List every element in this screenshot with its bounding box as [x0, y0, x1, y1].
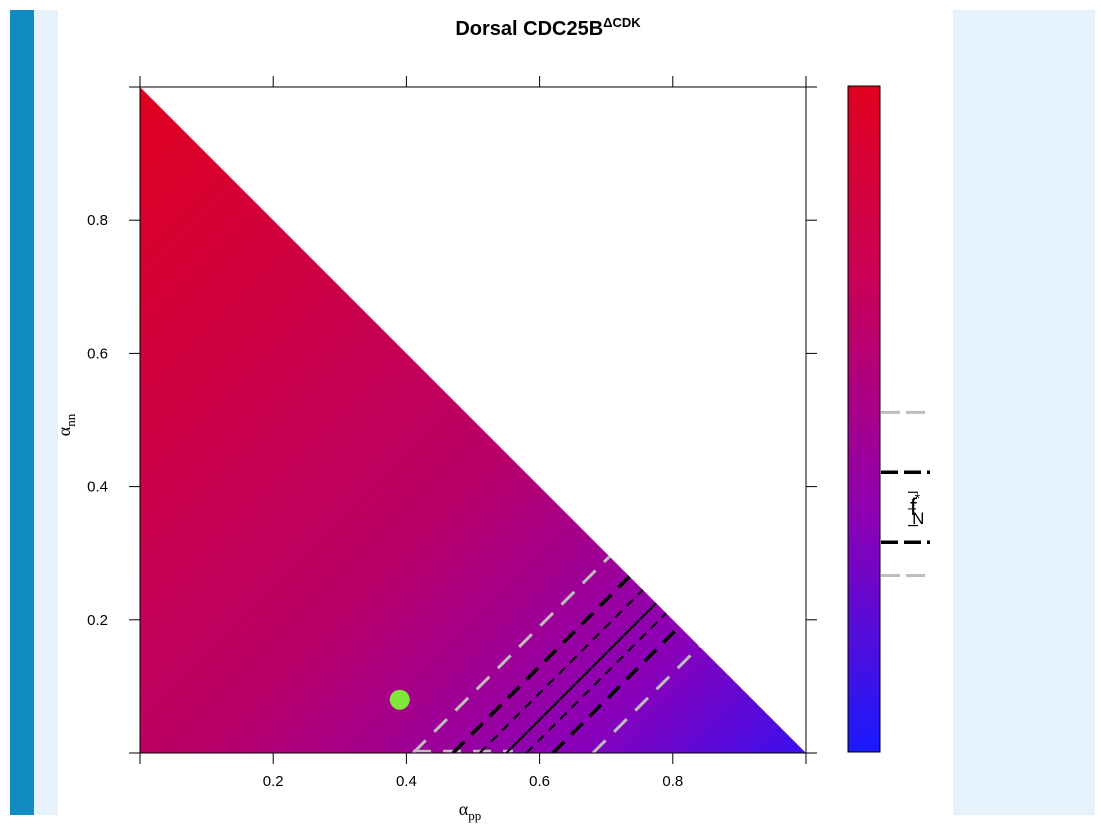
- y-axis-label: αnn: [54, 413, 78, 436]
- contour-black-thin-lower: [525, 612, 667, 753]
- colorbar-label: f* N: [910, 490, 924, 528]
- chart-title-main: Dorsal CDC25B: [455, 18, 603, 40]
- chart-title: Dorsal CDC25BΔCDK: [455, 15, 641, 40]
- highlight-point: [389, 689, 410, 710]
- x-axis-label: αpp: [459, 799, 481, 823]
- contour-black-thin-upper: [478, 589, 644, 753]
- y-tick-label: 0.2: [87, 612, 108, 629]
- left-accent-bar: [10, 10, 34, 815]
- x-tick-label: 0.4: [396, 773, 417, 790]
- contour-black-thick-lower: [551, 625, 681, 753]
- contour-gray-upper: [411, 555, 611, 753]
- colorbar: [847, 85, 881, 753]
- y-tick-label: 0.4: [87, 479, 108, 496]
- x-tick-label: 0.6: [529, 773, 550, 790]
- right-side-panel: [953, 10, 1095, 815]
- left-light-strip: [34, 10, 58, 815]
- x-axis-label-sub: pp: [468, 808, 481, 823]
- contour-solid-center: [505, 602, 657, 753]
- y-tick-label: 0.8: [87, 212, 108, 229]
- y-axis-label-main: α: [54, 426, 74, 436]
- colorbar-label-sub: N: [912, 509, 924, 528]
- plot-frame: [139, 86, 807, 754]
- y-axis-label-sub: nn: [63, 413, 78, 427]
- heatmap-field: [140, 87, 806, 753]
- contour-black-thick-upper: [451, 575, 631, 753]
- x-axis-label-main: α: [459, 799, 469, 819]
- chart-title-superscript: ΔCDK: [603, 15, 641, 30]
- axis-ticks: 0.2 0.4 0.6 0.8 0.2 0.4 0.6 0.8: [87, 76, 817, 790]
- y-tick-label: 0.6: [87, 345, 108, 362]
- colorbar-label-main: f: [910, 494, 917, 521]
- contour-lines: [411, 555, 701, 753]
- x-tick-label: 0.8: [662, 773, 683, 790]
- colorbar-label-sup: *: [915, 490, 921, 506]
- x-tick-label: 0.2: [263, 773, 284, 790]
- colorbar-markers: [881, 410, 930, 578]
- contour-gray-lower: [591, 645, 701, 753]
